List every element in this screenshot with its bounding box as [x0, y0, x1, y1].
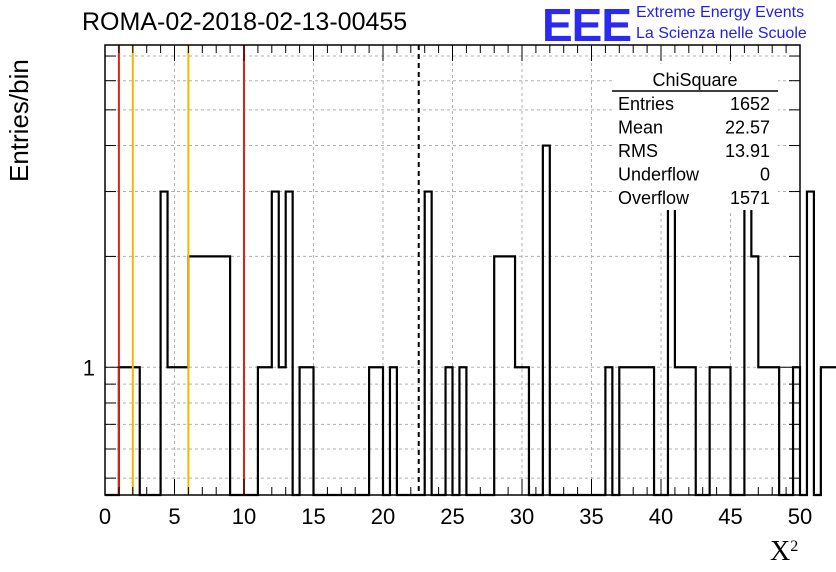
x-axis-label-base: X — [770, 536, 791, 567]
x-tick-label: 15 — [301, 504, 325, 529]
histogram-bin — [515, 367, 522, 495]
histogram-bin — [765, 367, 772, 495]
stats-row-label: Mean — [618, 118, 663, 138]
histogram-bin — [501, 256, 508, 495]
stats-row-value: 22.57 — [725, 118, 770, 138]
histogram-bin — [202, 256, 209, 495]
histogram-bin — [758, 367, 765, 495]
stats-row-value: 13.91 — [725, 141, 770, 161]
eee-logo: EEE — [542, 0, 632, 51]
histogram-bin — [216, 256, 223, 495]
x-tick-label: 0 — [99, 504, 111, 529]
y-tick-label: 1 — [83, 355, 95, 380]
x-tick-label: 5 — [168, 504, 180, 529]
histogram-bin — [640, 367, 647, 495]
run-title: ROMA-02-2018-02-13-00455 — [82, 8, 408, 36]
stats-box-background — [612, 64, 778, 210]
x-tick-label: 30 — [510, 504, 534, 529]
x-axis-label: X2 — [770, 536, 798, 568]
x-tick-label: 20 — [371, 504, 395, 529]
histogram-bin — [626, 367, 633, 495]
histogram-bin — [633, 367, 640, 495]
stats-row-value: 1652 — [730, 94, 770, 114]
marker-lines-layer — [117, 45, 420, 495]
histogram-bin — [717, 367, 724, 495]
stats-box: ChiSquare Entries 1652 Mean 22.57 RMS 13.91 Und… — [612, 64, 778, 210]
stats-box-title: ChiSquare — [652, 70, 737, 90]
x-tick-label: 50 — [788, 504, 812, 529]
histogram-bin — [175, 367, 182, 495]
logo-line-2: La Scienza nelle Scuole — [636, 25, 807, 42]
histogram-bin — [265, 367, 272, 495]
stats-row-label: Entries — [618, 94, 674, 114]
histogram-bin — [168, 367, 175, 495]
x-tick-label: 45 — [718, 504, 742, 529]
histogram-bin — [675, 367, 682, 495]
histogram-bin — [828, 367, 835, 495]
x-tick-label: 10 — [232, 504, 256, 529]
logo-line-1: Extreme Energy Events — [636, 4, 805, 21]
histogram-bin — [126, 367, 133, 495]
x-axis-label-exponent: 2 — [790, 538, 799, 555]
histogram-bin — [195, 256, 202, 495]
x-tick-label: 35 — [579, 504, 603, 529]
stats-row-label: Underflow — [618, 165, 700, 185]
x-tick-label: 40 — [649, 504, 673, 529]
histogram-bin — [209, 256, 216, 495]
histogram-bin — [682, 367, 689, 495]
histogram-bin — [181, 367, 188, 495]
stats-row-label: RMS — [618, 141, 658, 161]
stats-row-value: 1571 — [730, 188, 770, 208]
stats-row-value: 0 — [760, 165, 770, 185]
stats-row-label: Overflow — [618, 188, 690, 208]
axes-layer: 0 5 10 15 20 25 30 35 40 45 50 1 — [83, 44, 812, 529]
x-tick-label: 25 — [440, 504, 464, 529]
histogram-bin — [279, 367, 286, 495]
